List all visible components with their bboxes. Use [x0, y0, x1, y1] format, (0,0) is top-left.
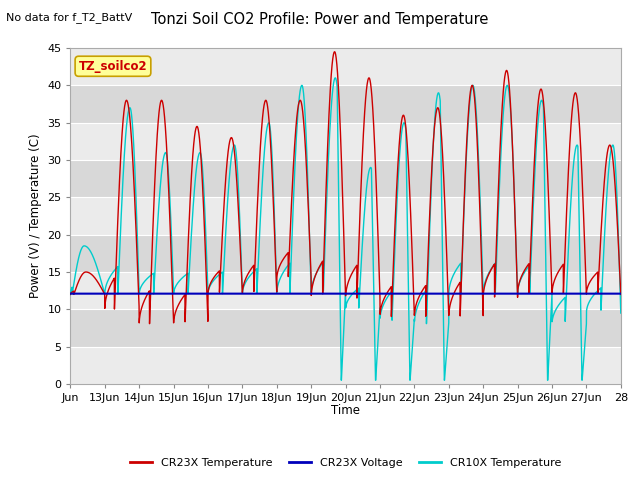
- Bar: [70, 123, 621, 160]
- Bar: [70, 235, 621, 272]
- Bar: [70, 48, 621, 85]
- Bar: [70, 347, 621, 384]
- Y-axis label: Power (V) / Temperature (C): Power (V) / Temperature (C): [29, 134, 42, 298]
- Text: TZ_soilco2: TZ_soilco2: [79, 60, 147, 73]
- Bar: [70, 197, 621, 235]
- Bar: [70, 309, 621, 347]
- Bar: [70, 85, 621, 123]
- X-axis label: Time: Time: [331, 405, 360, 418]
- Legend: CR23X Temperature, CR23X Voltage, CR10X Temperature: CR23X Temperature, CR23X Voltage, CR10X …: [125, 454, 566, 472]
- Text: No data for f_T2_BattV: No data for f_T2_BattV: [6, 12, 132, 23]
- Bar: [70, 160, 621, 197]
- Bar: [70, 272, 621, 309]
- Text: Tonzi Soil CO2 Profile: Power and Temperature: Tonzi Soil CO2 Profile: Power and Temper…: [151, 12, 489, 27]
